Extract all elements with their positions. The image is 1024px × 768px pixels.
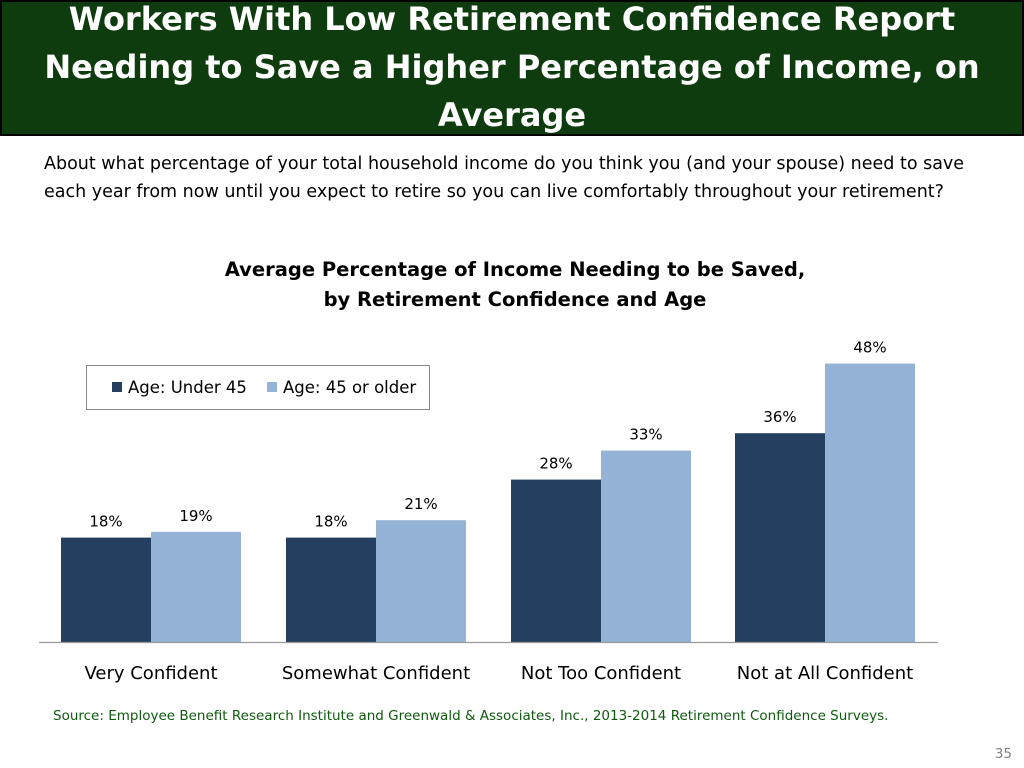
category-label: Somewhat Confident <box>282 663 470 684</box>
chart-title: Average Percentage of Income Needing to … <box>224 258 806 311</box>
legend-label-45-older: Age: 45 or older <box>283 378 417 397</box>
bar-under-45-0 <box>61 537 151 642</box>
legend-item-45-older: Age: 45 or older <box>267 378 416 398</box>
bar-45-older-0 <box>151 531 241 642</box>
bar-45-older-2 <box>601 450 691 642</box>
legend-label-under-45: Age: Under 45 <box>128 378 247 397</box>
data-label: 28% <box>539 455 572 473</box>
data-label: 48% <box>853 339 886 357</box>
slide-title: Workers With Low Retirement Confidence R… <box>44 0 980 134</box>
category-label: Very Confident <box>84 663 217 684</box>
data-label: 21% <box>404 495 437 513</box>
bar-under-45-3 <box>735 433 825 642</box>
source-note: Source: Employee Benefit Research Instit… <box>53 708 889 724</box>
data-label: 18% <box>89 513 122 531</box>
survey-question: About what percentage of your total hous… <box>44 154 965 202</box>
chart-legend: Age: Under 45 Age: 45 or older <box>86 365 430 410</box>
slide-header: Workers With Low Retirement Confidence R… <box>0 0 1024 136</box>
category-label: Not at All Confident <box>737 663 913 684</box>
category-label: Not Too Confident <box>521 663 681 684</box>
bar-under-45-2 <box>511 479 601 642</box>
bar-45-older-3 <box>825 363 915 642</box>
page-number: 35 <box>994 746 1012 762</box>
legend-swatch-45-older <box>267 382 277 392</box>
bar-45-older-1 <box>376 520 466 642</box>
legend-swatch-under-45 <box>112 382 122 392</box>
data-label: 18% <box>314 513 347 531</box>
legend-item-under-45: Age: Under 45 <box>112 378 247 398</box>
bar-under-45-1 <box>286 537 376 642</box>
data-label: 36% <box>763 408 796 426</box>
data-label: 33% <box>629 426 662 444</box>
data-label: 19% <box>179 507 212 525</box>
